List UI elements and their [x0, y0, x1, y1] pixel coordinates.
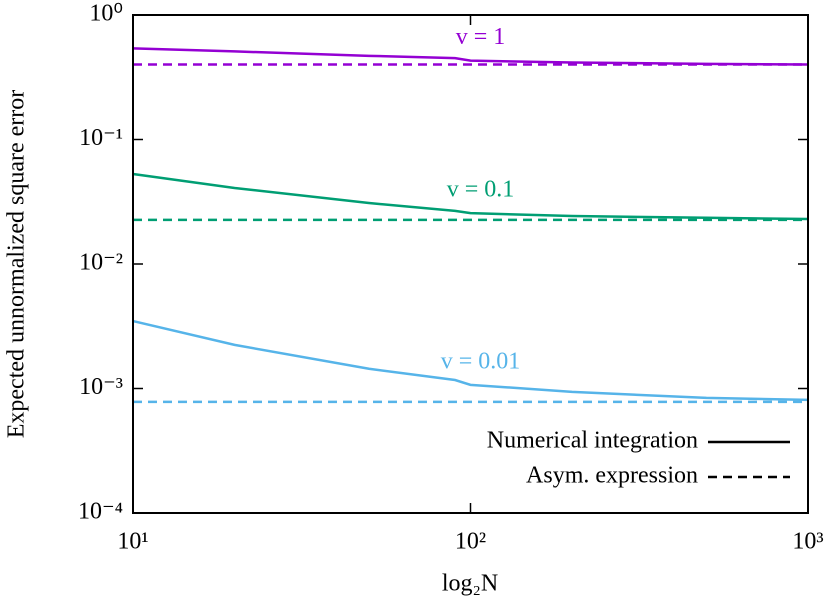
x-tick-label: 10²: [455, 529, 486, 555]
plot-frame: [132, 14, 809, 514]
x-tick-label: 10¹: [117, 529, 148, 555]
y-tick-label: 10⁻³: [79, 374, 123, 400]
x-tick-label: 10³: [792, 529, 823, 555]
solid-line: [132, 319, 809, 402]
y-axis-label: Expected unnormalized square error: [4, 90, 30, 439]
x-axis-label: log₂N: [442, 571, 498, 597]
y-tick-label: 10⁻²: [79, 250, 123, 276]
legend-label: Numerical integration: [487, 428, 698, 454]
solid-line: [132, 172, 809, 221]
series-label: v = 0.1: [447, 177, 515, 203]
solid-line: [132, 47, 809, 66]
series-label: v = 1: [456, 24, 506, 50]
series-label: v = 0.01: [441, 348, 521, 374]
y-tick-label: 10⁻¹: [79, 125, 123, 151]
y-tick-label: 10⁻⁴: [78, 499, 123, 525]
legend-label: Asym. expression: [526, 463, 698, 489]
y-tick-label: 10⁰: [89, 1, 123, 27]
